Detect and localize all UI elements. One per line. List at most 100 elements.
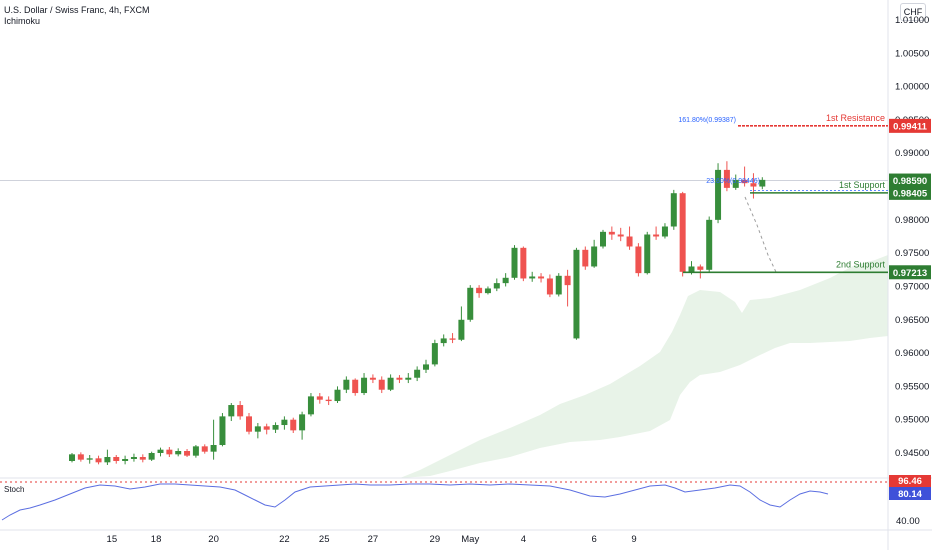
y-tick-label: 1.00000 <box>895 82 929 93</box>
candle <box>715 169 722 220</box>
candle <box>529 276 536 279</box>
candle <box>139 456 146 460</box>
candle <box>661 226 668 237</box>
y-tick-label: 0.97000 <box>895 281 929 292</box>
candle <box>644 234 651 274</box>
candle <box>670 193 677 227</box>
first-resistance-tag <box>889 118 931 133</box>
x-tick-label: 18 <box>151 534 162 545</box>
ichimoku-cloud <box>400 255 888 478</box>
candle <box>423 364 429 370</box>
y-tick-label: 0.98000 <box>895 215 929 226</box>
currency-button[interactable]: CHF <box>900 3 926 21</box>
candle <box>741 179 748 184</box>
candle <box>502 277 509 284</box>
candle <box>299 414 306 431</box>
candle <box>69 454 75 461</box>
candle <box>246 416 252 432</box>
x-tick-label: 4 <box>521 534 526 545</box>
x-tick-label: 20 <box>208 534 219 545</box>
candle <box>555 275 562 295</box>
stoch-overbought-tag <box>889 475 931 487</box>
candle <box>759 179 766 187</box>
candle <box>378 379 385 390</box>
second-support-label: 2nd Support <box>836 259 886 269</box>
current-price-tag <box>889 173 931 188</box>
candle <box>130 456 137 459</box>
candle <box>431 343 438 365</box>
candle <box>263 426 270 430</box>
x-tick-label: 6 <box>592 534 597 545</box>
first-support-value: 0.98405 <box>893 188 928 199</box>
x-tick-label: 27 <box>368 534 379 545</box>
candle <box>307 396 314 415</box>
candle <box>679 193 686 272</box>
candle <box>77 454 84 460</box>
candle <box>122 458 129 461</box>
candle <box>201 446 208 452</box>
candle <box>281 419 288 426</box>
candle <box>316 396 323 400</box>
candle <box>511 247 518 278</box>
candle <box>343 379 350 390</box>
stoch-overbought-value: 96.46 <box>898 476 922 487</box>
candle <box>573 249 580 339</box>
candle <box>396 377 403 380</box>
y-tick-label: 1.00500 <box>895 48 929 59</box>
candle <box>608 231 615 235</box>
first-resistance-label: 1st Resistance <box>826 113 885 123</box>
candle <box>414 369 421 378</box>
candle <box>95 458 102 463</box>
x-tick-label: May <box>461 534 479 545</box>
y-tick-label: 0.99000 <box>895 148 929 159</box>
first-support-tag <box>889 185 931 200</box>
x-tick-label: 22 <box>279 534 290 545</box>
stoch-current-tag <box>889 487 931 500</box>
candle <box>626 236 633 247</box>
candle <box>184 451 191 456</box>
candle <box>600 231 606 247</box>
first-resistance-value: 0.99411 <box>893 121 928 132</box>
candle <box>192 446 199 456</box>
x-tick-label: 15 <box>107 534 118 545</box>
current-price-value: 0.98590 <box>893 176 927 187</box>
candle <box>405 377 412 380</box>
y-tick-label: 0.94500 <box>895 448 929 459</box>
candle <box>582 249 589 267</box>
stoch-y-tick: 40.00 <box>896 516 920 527</box>
candle <box>113 456 120 461</box>
candle <box>272 425 279 430</box>
candle <box>334 389 341 402</box>
candle <box>697 266 704 270</box>
candle <box>564 275 571 286</box>
second-support-value: 0.97213 <box>893 268 927 279</box>
candle <box>750 183 757 187</box>
symbol-title: U.S. Dollar / Swiss Franc, 4h, FXCM <box>4 5 150 15</box>
candle <box>369 377 376 380</box>
candle <box>538 276 545 279</box>
candle <box>290 419 297 431</box>
candle <box>484 288 491 294</box>
first-support-label: 1st Support <box>839 180 886 190</box>
candle <box>458 319 465 340</box>
candle <box>449 338 456 340</box>
projection-path <box>744 196 777 273</box>
candle <box>653 234 660 237</box>
candle <box>467 287 474 320</box>
candle <box>237 405 244 417</box>
y-tick-label: 0.95000 <box>895 415 929 426</box>
x-tick-label: 25 <box>319 534 330 545</box>
candle <box>688 266 695 272</box>
candle <box>228 405 235 417</box>
candle <box>325 399 332 402</box>
candle <box>175 451 182 455</box>
candle <box>219 416 226 446</box>
candle <box>387 377 394 390</box>
stoch-line <box>1 483 829 521</box>
candle <box>706 219 713 270</box>
candle <box>361 377 368 394</box>
y-tick-label: 0.96500 <box>895 315 929 326</box>
y-tick-label: 0.96000 <box>895 348 929 359</box>
candle <box>723 169 730 188</box>
